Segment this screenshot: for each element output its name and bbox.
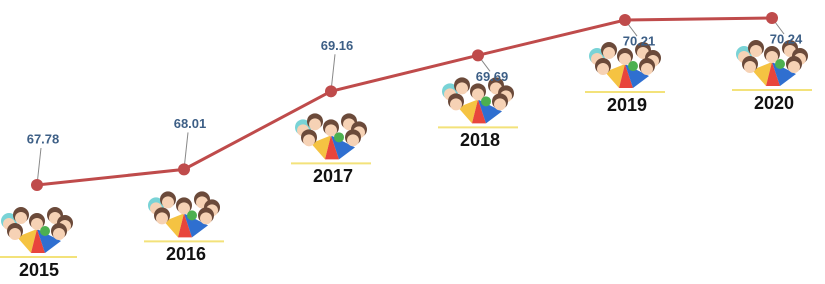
icon-face — [450, 98, 462, 110]
icon-face — [744, 61, 756, 73]
icon-face — [481, 96, 491, 106]
data-point — [178, 163, 190, 175]
data-point — [325, 85, 337, 97]
icon-face — [775, 59, 785, 69]
x-tick-label: 2015 — [19, 260, 59, 280]
x-tick-label: 2016 — [166, 244, 206, 264]
x-tick-label: 2018 — [460, 130, 500, 150]
icon-face — [641, 63, 653, 75]
icon-face — [303, 134, 315, 146]
icon-face — [15, 212, 27, 224]
icon-face — [494, 98, 506, 110]
icon-face — [162, 196, 174, 208]
icon-face — [200, 212, 212, 224]
icon-face — [334, 132, 344, 142]
icon-face — [347, 134, 359, 146]
data-label: 70.24 — [770, 31, 803, 46]
data-point — [472, 49, 484, 61]
data-point — [619, 14, 631, 26]
data-label: 67.78 — [27, 131, 60, 146]
icon-face — [788, 61, 800, 73]
data-label: 69.16 — [321, 38, 354, 53]
icon-face — [40, 226, 50, 236]
icon-face — [309, 118, 321, 130]
data-point — [766, 12, 778, 24]
data-label: 69.69 — [476, 69, 509, 84]
icon-face — [9, 228, 21, 240]
background — [0, 0, 825, 284]
icon-face — [53, 228, 65, 240]
icon-face — [597, 63, 609, 75]
icon-face — [456, 82, 468, 94]
x-tick-label: 2020 — [754, 93, 794, 113]
icon-face — [603, 47, 615, 59]
x-tick-label: 2019 — [607, 95, 647, 115]
icon-face — [628, 61, 638, 71]
data-point — [31, 179, 43, 191]
icon-face — [156, 212, 168, 224]
icon-face — [750, 45, 762, 57]
icon-face — [187, 210, 197, 220]
x-tick-label: 2017 — [313, 166, 353, 186]
data-label: 68.01 — [174, 116, 207, 131]
chart: 2015 67.78 2016 68.01 2017 69.16 2018 69.69 2019… — [0, 0, 825, 284]
data-label: 70.21 — [623, 33, 656, 48]
